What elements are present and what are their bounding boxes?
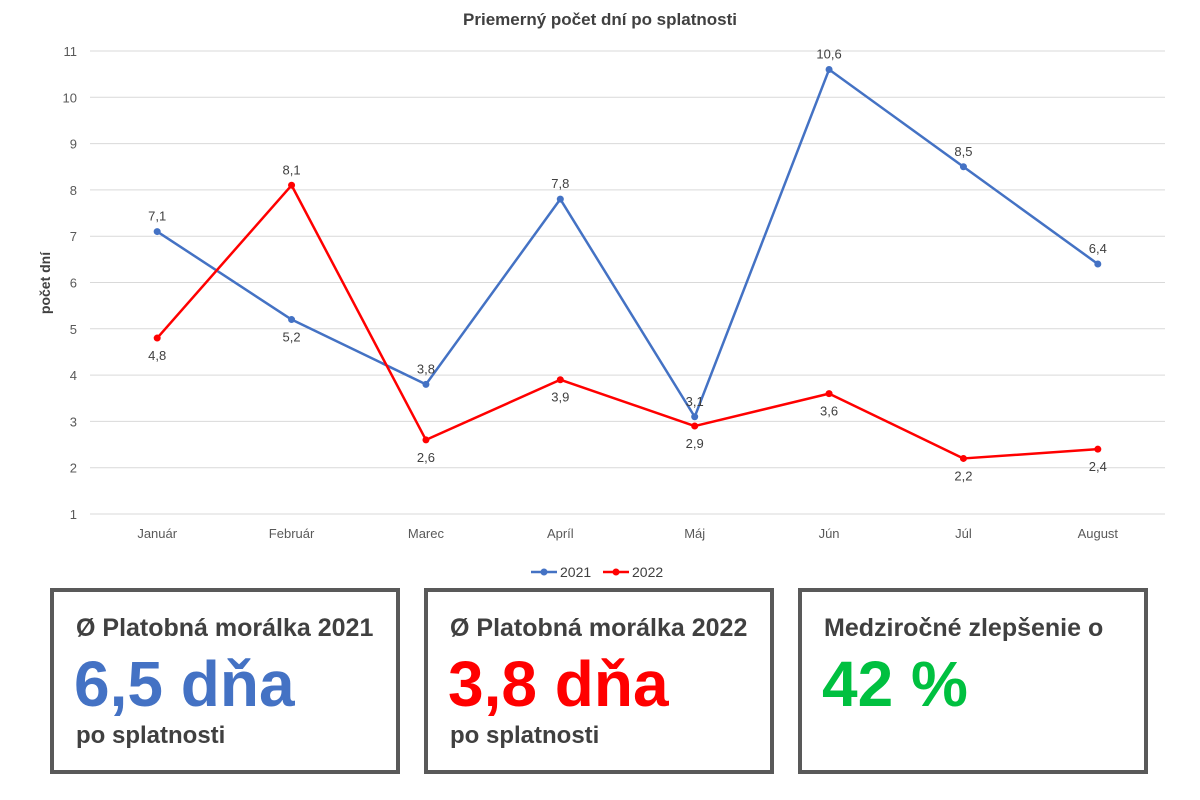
y-tick-label: 6 — [70, 276, 77, 291]
y-tick-label: 8 — [70, 183, 77, 198]
data-point — [691, 413, 699, 421]
y-tick-label: 2 — [70, 461, 77, 476]
data-label: 3,9 — [551, 390, 569, 405]
chart-title: Priemerný počet dní po splatnosti — [463, 10, 737, 29]
legend-marker — [612, 568, 620, 576]
y-tick-label: 4 — [70, 368, 77, 383]
data-label: 2,2 — [954, 468, 972, 483]
series-line — [156, 68, 1099, 419]
legend-item-2022: 2022 — [603, 564, 663, 580]
kpi-title: Medziročné zlepšenie o — [824, 614, 1104, 642]
data-label: 6,4 — [1089, 241, 1107, 256]
legend: 2021 2022 — [531, 564, 663, 580]
y-tick-label: 7 — [70, 229, 77, 244]
data-label: 3,8 — [417, 361, 435, 376]
data-point — [422, 380, 430, 388]
x-tick-label: August — [1078, 526, 1119, 541]
data-point — [1094, 260, 1102, 268]
kpi-value: 6,5 dňa — [74, 648, 295, 720]
legend-label: 2021 — [560, 564, 591, 580]
legend-marker — [540, 568, 548, 576]
data-point — [153, 228, 161, 236]
kpi-value: 3,8 dňa — [448, 648, 669, 720]
kpi-card-2021: Ø Platobná morálka 2021 6,5 dňa po splat… — [50, 588, 400, 774]
series-line — [156, 184, 1098, 460]
y-tick-label: 10 — [63, 90, 77, 105]
kpi-subtitle: po splatnosti — [450, 722, 600, 749]
data-point — [959, 163, 967, 171]
gridlines — [90, 50, 1165, 515]
data-label: 8,5 — [954, 144, 972, 159]
data-point — [153, 334, 161, 342]
y-tick-label: 5 — [70, 322, 77, 337]
y-tick-label: 11 — [64, 44, 78, 59]
legend-label: 2022 — [632, 564, 663, 580]
kpi-title: Ø Platobná morálka 2022 — [450, 614, 748, 642]
data-label: 8,1 — [283, 162, 301, 177]
data-label: 10,6 — [816, 47, 841, 62]
line-chart: Priemerný počet dní po splatnosti počet … — [37, 10, 1165, 580]
x-tick-label: Apríl — [547, 526, 574, 541]
data-label: 2,9 — [686, 436, 704, 451]
data-point — [556, 376, 564, 384]
kpi-row: Ø Platobná morálka 2021 6,5 dňa po splat… — [50, 588, 1150, 774]
series-layer: 7,1 5,2 3,8 7,8 3,1 10,6 8,5 6,4 4,8 8,1 2,6 3,9 2,9… — [148, 47, 1107, 484]
data-point — [691, 422, 699, 430]
data-label: 4,8 — [148, 348, 166, 363]
x-tick-label: Júl — [955, 526, 972, 541]
data-point — [959, 454, 967, 462]
y-tick-label: 3 — [70, 414, 77, 429]
data-label: 2,6 — [417, 450, 435, 465]
data-point — [288, 316, 296, 324]
data-point — [288, 181, 296, 189]
y-tick-labels: 1 2 3 4 5 6 7 8 9 10 11 — [63, 44, 77, 522]
x-tick-label: Február — [269, 526, 315, 541]
y-tick-label: 9 — [70, 137, 77, 152]
data-point — [556, 195, 564, 203]
data-label: 3,1 — [686, 394, 704, 409]
kpi-subtitle: po splatnosti — [76, 722, 226, 749]
data-point — [825, 66, 833, 74]
series-2021: 7,1 5,2 3,8 7,8 3,1 10,6 8,5 6,4 — [148, 47, 1107, 421]
data-point — [825, 390, 833, 398]
x-tick-label: Marec — [408, 526, 445, 541]
data-label: 7,8 — [551, 176, 569, 191]
kpi-title: Ø Platobná morálka 2021 — [76, 614, 374, 642]
x-tick-label: Máj — [684, 526, 705, 541]
legend-item-2021: 2021 — [531, 564, 591, 580]
y-tick-label: 1 — [70, 507, 77, 522]
kpi-card-improvement: Medziročné zlepšenie o 42 % — [798, 588, 1148, 774]
x-tick-label: Jún — [819, 526, 840, 541]
x-tick-label: Január — [137, 526, 177, 541]
kpi-card-2022: Ø Platobná morálka 2022 3,8 dňa po splat… — [424, 588, 774, 774]
data-label: 3,6 — [820, 404, 838, 419]
kpi-value: 42 % — [822, 648, 968, 720]
series-2022: 4,8 8,1 2,6 3,9 2,9 3,6 2,2 2,4 — [148, 162, 1107, 483]
data-point — [422, 436, 430, 444]
x-tick-labels: Január Február Marec Apríl Máj Jún Júl August — [137, 526, 1118, 541]
data-label: 2,4 — [1089, 459, 1107, 474]
data-label: 7,1 — [148, 209, 166, 224]
y-axis-title: počet dní — [37, 251, 53, 314]
data-label: 5,2 — [283, 330, 301, 345]
data-point — [1094, 445, 1102, 453]
